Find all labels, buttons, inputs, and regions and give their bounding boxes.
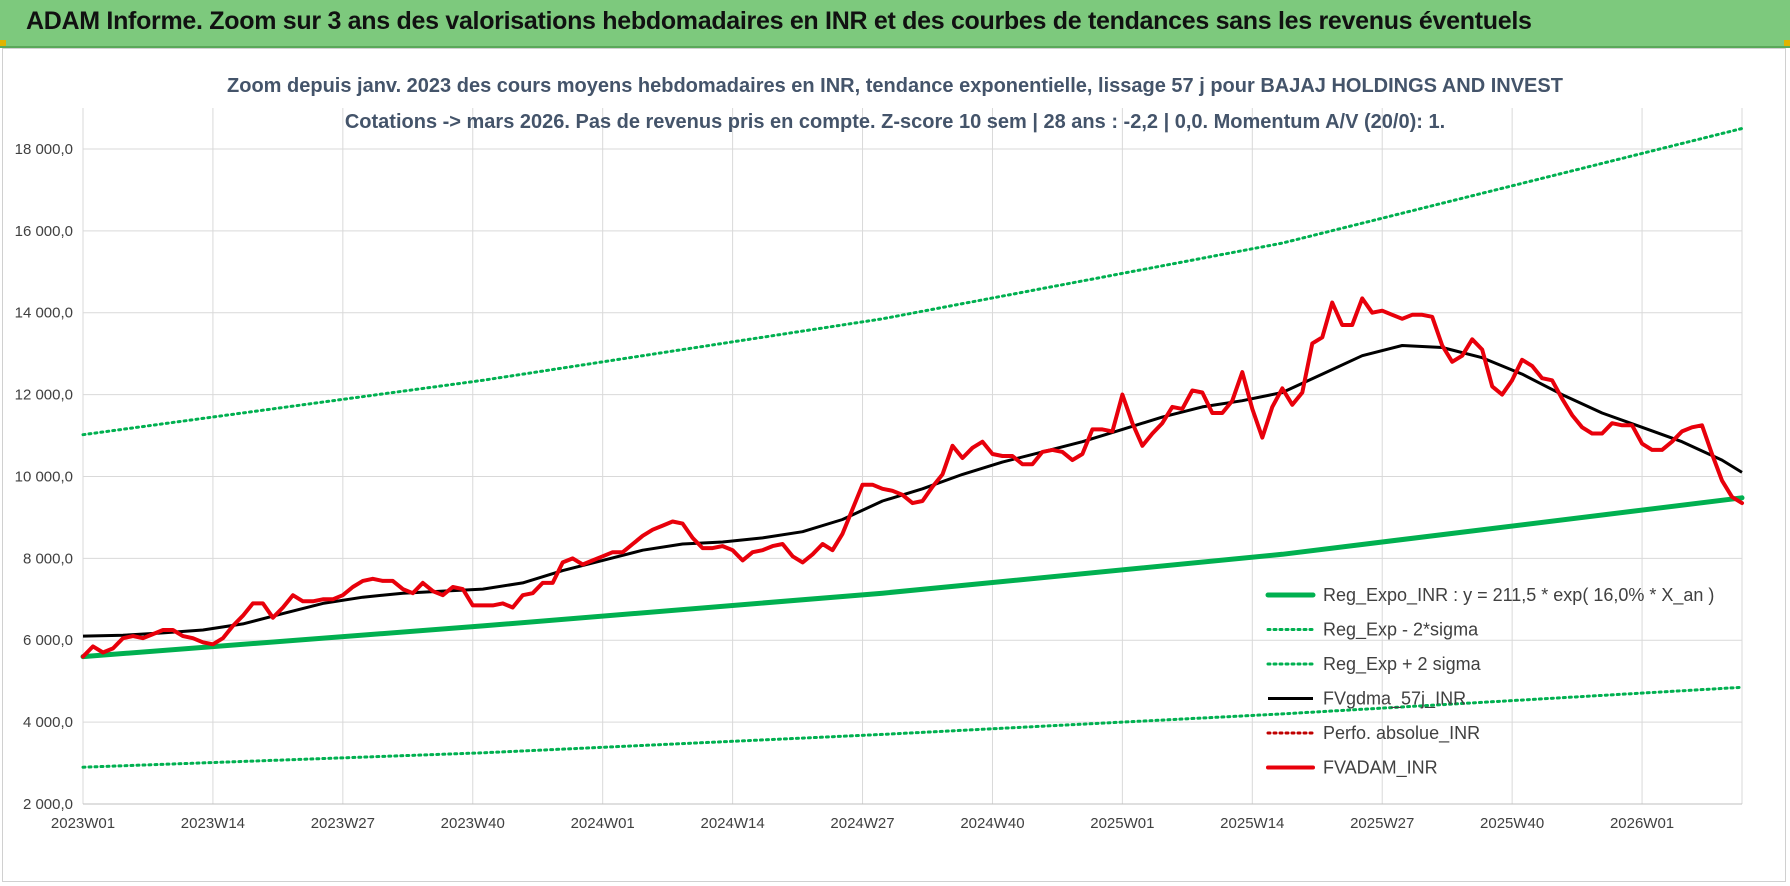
series-line-3 — [82, 344, 1743, 638]
y-tick-label: 4 000,0 — [23, 714, 73, 731]
x-axis-ticks: 2023W01 2023W14 2023W27 2023W40 2024W01 2024W… — [51, 815, 1674, 832]
x-tick-label: 2025W14 — [1220, 815, 1284, 832]
series-line-0 — [80, 495, 1745, 660]
banner: ADAM Informe. Zoom sur 3 ans des valoris… — [0, 0, 1790, 48]
x-tick-label: 2023W14 — [181, 815, 245, 832]
series-line-1 — [81, 685, 1744, 769]
x-tick-label: 2023W01 — [51, 815, 115, 832]
x-tick-label: 2024W27 — [830, 815, 894, 832]
x-tick-label: 2025W40 — [1480, 815, 1544, 832]
corner-mark — [0, 40, 6, 46]
y-tick-label: 2 000,0 — [23, 796, 73, 813]
y-tick-label: 14 000,0 — [15, 305, 73, 322]
corner-mark — [1784, 40, 1790, 46]
x-tick-label: 2026W01 — [1610, 815, 1674, 832]
x-tick-label: 2024W40 — [960, 815, 1024, 832]
x-tick-label: 2024W01 — [571, 815, 635, 832]
legend-label: FVADAM_INR — [1323, 758, 1438, 779]
banner-title: ADAM Informe. Zoom sur 3 ans des valoris… — [26, 7, 1532, 35]
legend-label: Reg_Exp - 2*sigma — [1323, 620, 1479, 641]
legend: Reg_Expo_INR : y = 211,5 * exp( 16,0% * … — [1265, 585, 1714, 779]
series-line-2 — [81, 127, 1744, 437]
series-line-5 — [81, 296, 1744, 659]
legend-label: FVgdma_57j_INR — [1323, 689, 1466, 710]
legend-label: Reg_Exp + 2 sigma — [1323, 654, 1482, 675]
chart-title: Zoom depuis janv. 2023 des cours moyens … — [227, 75, 1563, 97]
x-tick-label: 2023W27 — [311, 815, 375, 832]
series-layer — [80, 127, 1745, 769]
x-tick-label: 2025W01 — [1090, 815, 1154, 832]
x-tick-label: 2024W14 — [700, 815, 764, 832]
y-tick-label: 8 000,0 — [23, 550, 73, 567]
y-axis-ticks: 2 000,0 4 000,0 6 000,0 8 000,0 10 000,0 12 0… — [15, 141, 73, 813]
legend-label: Reg_Expo_INR : y = 211,5 * exp( 16,0% * … — [1323, 585, 1714, 606]
y-tick-label: 16 000,0 — [15, 223, 73, 240]
legend-label: Perfo. absolue_INR — [1323, 723, 1480, 744]
x-tick-label: 2025W27 — [1350, 815, 1414, 832]
chart-subtitle: Cotations -> mars 2026. Pas de revenus p… — [345, 111, 1445, 133]
y-tick-label: 10 000,0 — [15, 468, 73, 485]
x-tick-label: 2023W40 — [441, 815, 505, 832]
chart-frame — [2, 48, 1786, 882]
y-tick-label: 6 000,0 — [23, 632, 73, 649]
y-tick-label: 12 000,0 — [15, 387, 73, 404]
grid-lines — [82, 108, 1743, 805]
y-tick-label: 18 000,0 — [15, 141, 73, 158]
